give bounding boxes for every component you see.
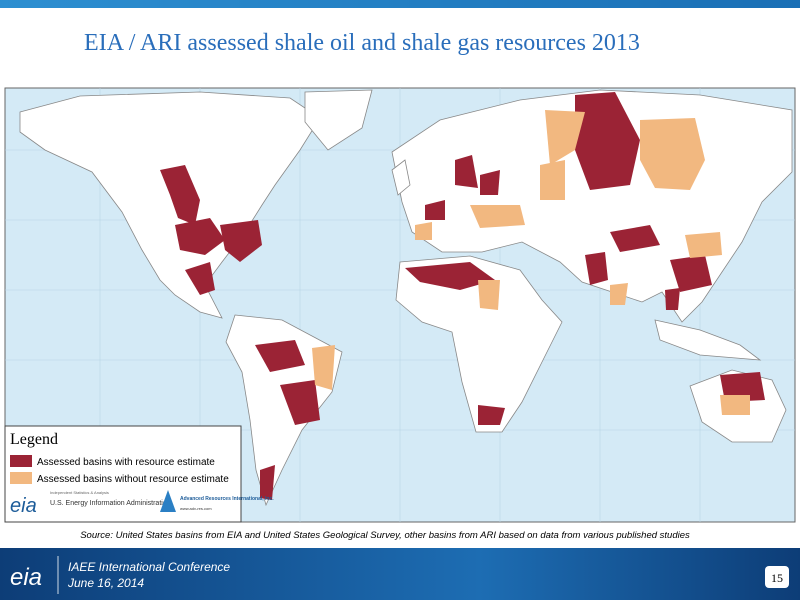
legend-swatch	[10, 455, 32, 467]
map: Legend Assessed basins with resource est…	[4, 87, 796, 523]
eia-name: U.S. Energy Information Administration	[50, 500, 171, 507]
page-number: 15	[771, 571, 783, 585]
legend-swatch	[10, 472, 32, 484]
footer	[0, 548, 800, 600]
eia-logo: eia	[10, 495, 37, 517]
ari-icon	[160, 490, 176, 512]
title: EIA / ARI assessed shale oil and shale g…	[84, 30, 640, 56]
footer-logo: eia	[10, 564, 42, 591]
basins-without-estimate	[312, 110, 750, 415]
legend-label: Assessed basins without resource estimat…	[37, 474, 229, 485]
legend-title: Legend	[10, 431, 58, 448]
eia-tagline: Independent Statistics & Analysis	[50, 490, 109, 495]
page-box	[765, 566, 789, 588]
legend: Legend Assessed basins with resource est…	[4, 425, 274, 523]
footer-date: June 16, 2014	[67, 576, 144, 590]
source: Source: United States basins from EIA an…	[80, 530, 690, 541]
footer-conference: IAEE International Conference	[68, 560, 230, 574]
legend-label: Assessed basins with resource estimate	[37, 457, 215, 468]
top-bar	[0, 0, 800, 8]
ari-url: www.adv-res.com	[180, 506, 212, 511]
ari-name: Advanced Resources International, Inc.	[180, 496, 274, 502]
basins-with-estimate	[160, 92, 765, 500]
